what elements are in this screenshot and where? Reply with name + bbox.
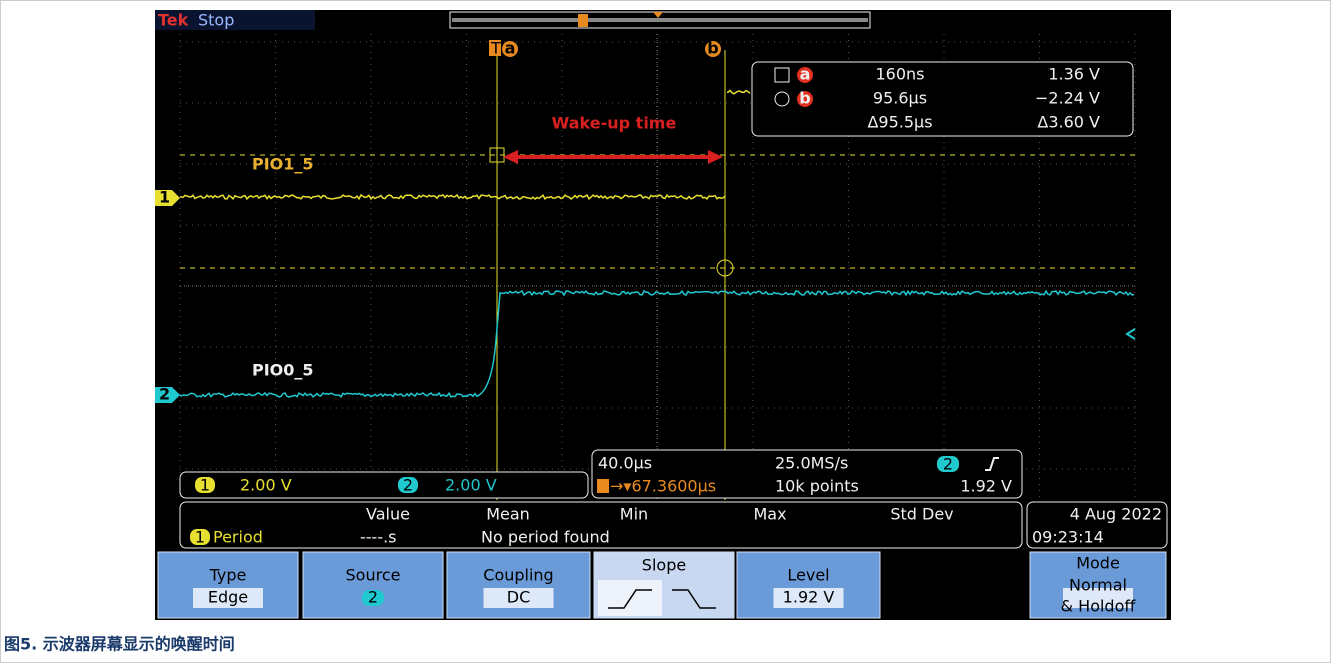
menu-button[interactable] (447, 552, 590, 618)
trigger-position: →▾67.3600µs (610, 477, 716, 496)
measurement-header: Max (753, 505, 786, 524)
menu-title: Source (346, 566, 401, 585)
trigger-pos-icon (578, 14, 588, 27)
measurement-value: ----.s (360, 528, 397, 547)
menu-value-extra: & Holdoff (1061, 597, 1137, 616)
annotation: Wake-up time (552, 114, 677, 133)
menu-button[interactable] (158, 552, 298, 618)
measurement-header: Min (620, 505, 648, 524)
page: TekStopTab12PIO1_5PIO0_5Wake-up timeab16… (0, 0, 1331, 663)
brand: Tek (158, 11, 189, 30)
readout-voltage: 1.36 V (1048, 65, 1100, 84)
ch1-label: PIO1_5 (252, 155, 314, 174)
run-state: Stop (198, 11, 234, 30)
menu-title: Slope (642, 556, 686, 575)
date: 4 Aug 2022 (1070, 505, 1162, 524)
ch1-scale: 2.00 V (240, 476, 292, 495)
trigger-source: 2 (943, 455, 953, 474)
trigger-label: T (490, 39, 501, 58)
menu-value: Edge (208, 588, 248, 607)
source-badge-label: 1 (195, 528, 205, 547)
ch1-marker-label: 1 (159, 188, 170, 207)
menu-title: Mode (1076, 554, 1120, 573)
trigger-icon (597, 479, 609, 493)
caption: 图5. 示波器屏幕显示的唤醒时间 (4, 635, 235, 654)
time: 09:23:14 (1032, 528, 1104, 547)
readout-voltage: Δ3.60 V (1037, 113, 1100, 132)
readout-time: 95.6µs (873, 89, 927, 108)
readout-time: 160ns (875, 65, 924, 84)
menu-value: DC (507, 588, 531, 607)
ch2-badge-label: 2 (403, 476, 413, 495)
measurement-name: Period (213, 528, 263, 547)
readout-voltage: −2.24 V (1035, 89, 1100, 108)
measurement-header: Std Dev (890, 505, 953, 524)
menu-value: Normal (1069, 576, 1127, 595)
cursor-b-label: b (707, 39, 718, 58)
menu-title: Level (787, 566, 829, 585)
measurement-header: Mean (486, 505, 530, 524)
ch2-scale: 2.00 V (445, 476, 497, 495)
menu-button[interactable] (303, 552, 443, 618)
record-window (452, 18, 868, 22)
menu-title: Coupling (483, 566, 553, 585)
ch1-badge-label: 1 (200, 476, 210, 495)
menu-value: 1.92 V (783, 588, 835, 607)
menu-button[interactable] (737, 552, 880, 618)
menu-title: Type (209, 566, 247, 585)
readout-time: Δ95.5µs (867, 113, 932, 132)
ch2-marker-label: 2 (159, 385, 170, 404)
measurement-header: Value (366, 505, 410, 524)
readout-badge-label: b (799, 89, 810, 108)
trigger-level: 1.92 V (960, 477, 1012, 496)
sample-rate: 25.0MS/s (775, 454, 848, 473)
horizontal-scale: 40.0µs (598, 454, 652, 473)
measurement-message: No period found (481, 528, 610, 547)
ch2-label: PIO0_5 (252, 361, 314, 380)
menu-value: 2 (368, 588, 378, 607)
record-length: 10k points (775, 477, 859, 496)
readout-badge-label: a (800, 65, 811, 84)
cursor-a-label: a (505, 39, 516, 58)
